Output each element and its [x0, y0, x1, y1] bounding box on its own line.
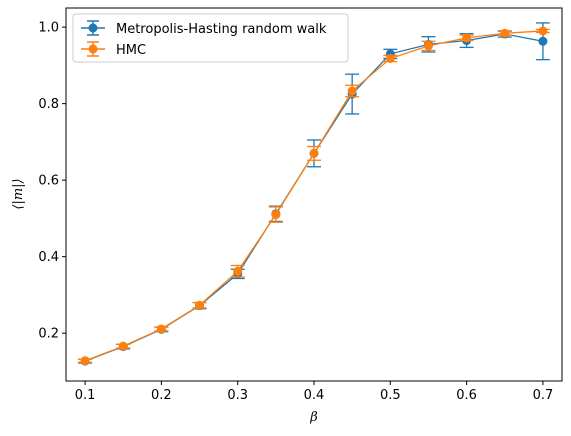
data-point: [195, 300, 205, 310]
x-tick-label: 0.7: [533, 388, 554, 403]
legend-label-hmc: HMC: [116, 43, 146, 58]
legend-entry-mh: Metropolis-Hasting random walk: [81, 20, 327, 37]
data-point: [233, 266, 243, 276]
data-point: [538, 26, 548, 36]
x-tick-label: 0.3: [227, 388, 248, 403]
series-1: [78, 26, 550, 366]
y-axis-label: ⟨|m|⟩: [11, 178, 26, 209]
x-tick-label: 0.4: [304, 388, 325, 403]
x-tick-label: 0.1: [75, 388, 96, 403]
y-tick-label: 0.8: [38, 97, 59, 112]
y-tick-label: 0.2: [38, 327, 59, 342]
legend: Metropolis-Hasting random walk HMC: [72, 13, 349, 63]
x-tick-label: 0.5: [380, 388, 401, 403]
data-point: [538, 36, 548, 46]
y-tick-label: 1.0: [38, 21, 59, 36]
data-point: [423, 41, 433, 51]
y-tick-label: 0.4: [38, 250, 59, 265]
legend-marker-hmc: [88, 44, 98, 54]
data-point: [309, 148, 319, 158]
x-axis-label: β: [309, 410, 318, 425]
data-point: [385, 53, 395, 63]
legend-label-mh: Metropolis-Hasting random walk: [116, 22, 327, 37]
data-point: [347, 86, 357, 96]
data-point: [271, 210, 281, 220]
legend-entry-hmc: HMC: [81, 41, 146, 58]
y-axis: 0.2 0.4 0.6 0.8 1.0: [38, 21, 66, 342]
series-layer: [78, 22, 550, 366]
plot-area: [66, 8, 562, 381]
data-point: [118, 341, 128, 351]
data-point: [80, 356, 90, 366]
legend-box: [72, 13, 349, 63]
x-tick-label: 0.6: [456, 388, 477, 403]
data-point: [462, 33, 472, 43]
x-tick-label: 0.2: [151, 388, 172, 403]
data-point: [156, 324, 166, 334]
legend-marker-mh: [88, 23, 98, 33]
x-axis: 0.1 0.2 0.3 0.4 0.5 0.6 0.7: [75, 381, 554, 403]
data-point: [500, 28, 510, 38]
y-tick-label: 0.6: [38, 174, 59, 189]
